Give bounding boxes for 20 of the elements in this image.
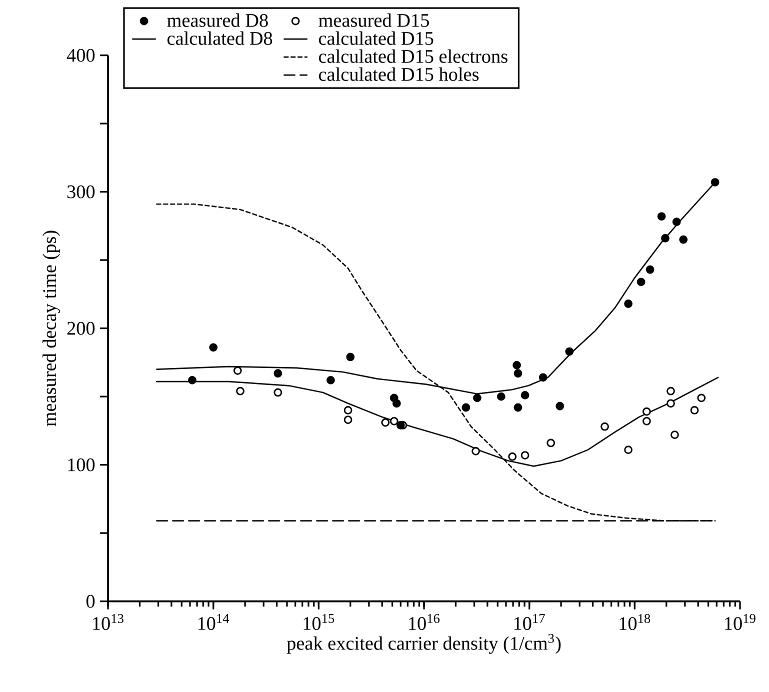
y-axis-title: measured decay time (ps) [42,230,60,426]
legend-label: calculated D15 [318,31,434,45]
legend-label: calculated D8 [167,31,272,45]
legend-label: calculated D15 holes [318,67,479,81]
y-tick-label: 300 [67,185,95,198]
x-tick-label: 10$^{15}$ [304,614,334,630]
y-tick-label: 400 [66,48,95,62]
y-tick-label: 100 [68,458,95,472]
y-tick-label: 200 [67,322,95,335]
legend-label: calculated D15 electrons [318,49,508,63]
legend-label: measured D8 [167,13,268,27]
legend-label: measured D15 [318,13,429,27]
x-tick-label: 10$^{16}$ [409,614,440,630]
y-tick-label: 0 [86,594,95,608]
x-tick-label: 10$^{13}$ [93,614,124,630]
x-tick-label: 10$^{17}$ [514,614,545,630]
x-tick-label: 10$^{19}$ [725,614,756,630]
x-tick-label: 10$^{14}$ [198,614,230,630]
x-axis-title: peak excited carrier density (1/cm$^{3}$) [286,634,561,654]
x-tick-label: 10$^{18}$ [620,614,650,630]
